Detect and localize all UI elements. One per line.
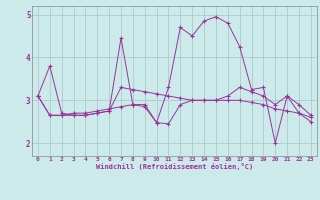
X-axis label: Windchill (Refroidissement éolien,°C): Windchill (Refroidissement éolien,°C) — [96, 163, 253, 170]
